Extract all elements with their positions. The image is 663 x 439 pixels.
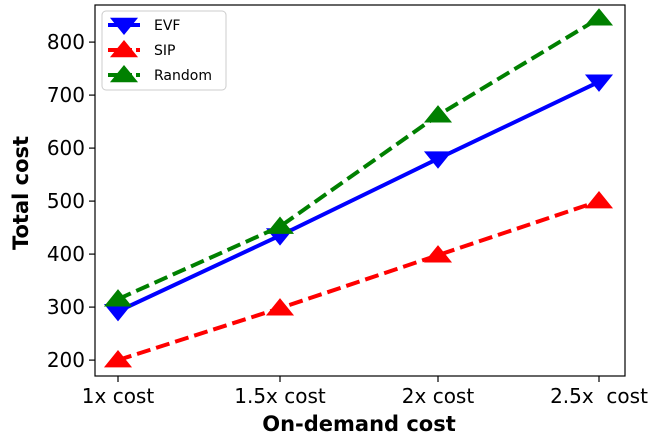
marker-sip-2 [265, 298, 295, 316]
legend: EVF SIP Random [101, 10, 227, 91]
marker-sip-4 [584, 191, 614, 209]
x-axis-title: On-demand cost [262, 412, 456, 436]
x-tick-label-2: 1.5x cost [234, 384, 326, 408]
marker-evf-3 [423, 151, 453, 169]
legend-marker-evf [109, 17, 139, 36]
y-tick-label-500: 500 [47, 189, 85, 213]
series-line-random [117, 16, 601, 301]
x-tick-label-1: 1x cost [82, 384, 155, 408]
marker-random-3 [423, 105, 453, 123]
y-tick-label-200: 200 [47, 348, 85, 372]
y-tick-label-300: 300 [47, 295, 85, 319]
x-tick-label-3: 2x cost [402, 384, 475, 408]
y-tick-label-800: 800 [47, 30, 85, 54]
series-line-evf [117, 80, 600, 314]
marker-random-4 [584, 8, 614, 26]
marker-evf-4 [584, 74, 614, 92]
y-axis-title: Total cost [9, 136, 33, 250]
marker-sip-3 [423, 245, 453, 263]
plot-frame [94, 4, 626, 377]
legend-marker-random [109, 64, 139, 83]
y-tick-label-400: 400 [47, 242, 85, 266]
legend-label-evf: EVF [154, 18, 180, 34]
marker-random-2 [265, 216, 295, 234]
legend-label-sip: SIP [154, 43, 175, 59]
marker-evf-1 [103, 304, 133, 322]
legend-label-random: Random [154, 68, 212, 84]
y-tick-label-600: 600 [47, 136, 85, 160]
series-line-sip [117, 199, 600, 363]
x-tick-label-4: 2.5x cost [550, 384, 648, 408]
marker-random-1 [103, 289, 133, 307]
legend-marker-sip [109, 39, 139, 58]
y-tick-label-700: 700 [47, 83, 85, 107]
marker-sip-1 [103, 350, 133, 368]
axes: 200 300 400 500 600 700 800 1x cost 1.5x cost 2x … [47, 4, 648, 408]
legend-box [101, 10, 227, 91]
plot-area [103, 8, 614, 368]
